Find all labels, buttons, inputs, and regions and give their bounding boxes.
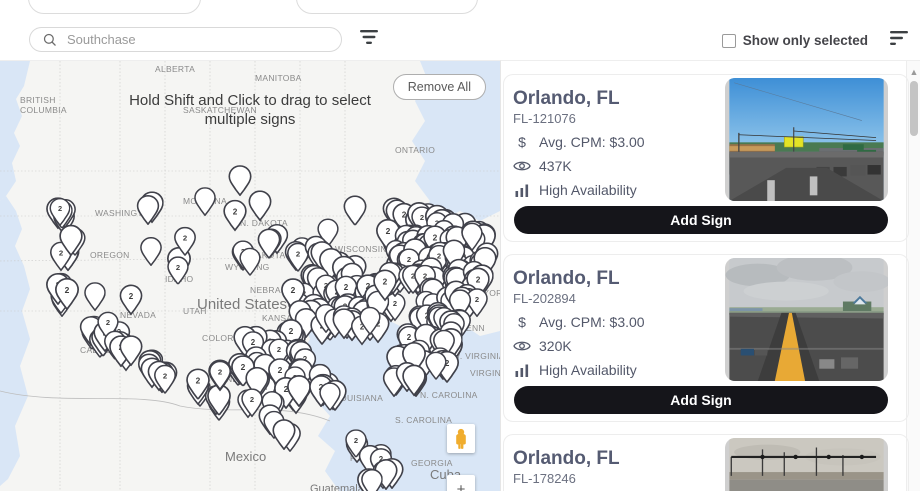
svg-text:2: 2 bbox=[386, 226, 391, 236]
svg-text:2: 2 bbox=[183, 233, 187, 242]
svg-text:2: 2 bbox=[291, 285, 296, 295]
svg-text:2: 2 bbox=[64, 285, 69, 295]
svg-text:2: 2 bbox=[58, 205, 62, 214]
svg-text:MANITOBA: MANITOBA bbox=[255, 73, 302, 83]
svg-text:2: 2 bbox=[475, 295, 479, 304]
svg-text:2: 2 bbox=[354, 435, 358, 444]
svg-text:2: 2 bbox=[250, 395, 254, 404]
svg-text:ONTARIO: ONTARIO bbox=[395, 145, 435, 155]
svg-text:Mexico: Mexico bbox=[225, 449, 266, 464]
svg-text:2: 2 bbox=[344, 283, 349, 292]
svg-text:2: 2 bbox=[289, 326, 294, 336]
svg-text:S. CAROLINA: S. CAROLINA bbox=[395, 415, 452, 425]
svg-text:2: 2 bbox=[196, 375, 201, 385]
svg-text:2: 2 bbox=[163, 371, 167, 380]
svg-text:2: 2 bbox=[218, 368, 222, 377]
svg-text:United States: United States bbox=[197, 296, 287, 313]
svg-text:2: 2 bbox=[175, 262, 179, 271]
svg-text:2: 2 bbox=[106, 318, 110, 327]
svg-text:OREGON: OREGON bbox=[90, 250, 130, 260]
svg-text:2: 2 bbox=[383, 276, 388, 286]
svg-text:2: 2 bbox=[295, 249, 299, 258]
svg-text:2: 2 bbox=[277, 365, 282, 375]
svg-text:VIRGINIA: VIRGINIA bbox=[470, 368, 500, 378]
svg-text:2: 2 bbox=[475, 274, 480, 284]
svg-text:2: 2 bbox=[129, 292, 134, 301]
svg-text:2: 2 bbox=[233, 208, 238, 217]
svg-text:N. CAROLINA: N. CAROLINA bbox=[420, 390, 478, 400]
svg-text:ALBERTA: ALBERTA bbox=[155, 64, 195, 74]
